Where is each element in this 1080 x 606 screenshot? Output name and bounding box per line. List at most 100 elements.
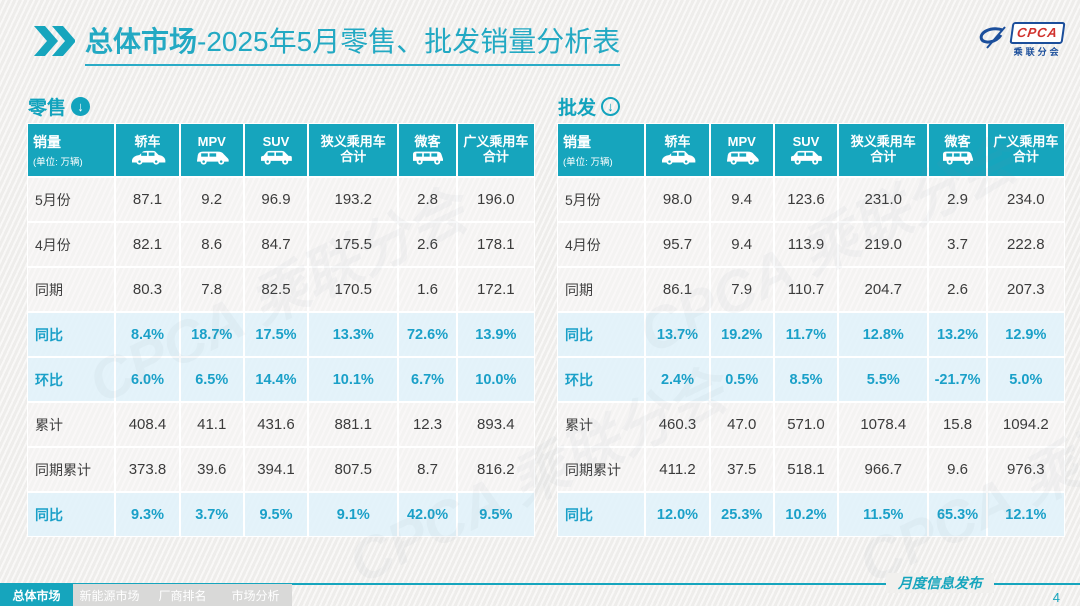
row-label-cell: 5月份 [27,177,116,222]
value-cell: 87.1 [115,177,180,222]
column-header: 微客 [398,123,457,177]
circle-down-arrow-filled-icon [71,96,91,116]
value-cell: 394.1 [243,447,309,492]
column-label: 微客 [414,133,441,149]
column-header: 微客 [928,123,987,177]
header-row: 销量 (单位: 万辆) 轿车 MPV SUV 狭义乘用车 合计 微客 广义乘用车 合计 [557,123,1065,177]
value-cell: 82.5 [243,267,309,312]
value-cell: 1094.2 [986,402,1065,447]
value-cell: 222.8 [986,222,1065,267]
value-cell: 9.5% [456,492,535,537]
column-header: MPV [179,123,244,177]
column-label: SUV [262,133,290,149]
column-header: 狭义乘用车 合计 [308,123,399,177]
column-label: 广义乘用车 [463,134,529,150]
value-cell: 11.7% [773,312,839,357]
footer-tab-新能源市场[interactable]: 新能源市场 [79,588,140,603]
column-header: SUV [243,123,309,177]
value-cell: 411.2 [645,447,710,492]
value-cell: 175.5 [308,222,399,267]
row-label-cell: 同比 [557,492,646,537]
row-label-cell: 同期 [557,267,646,312]
table-row: 环比 2.4% 0.5% 8.5% 5.5% -21.7% 5.0% [557,357,1065,402]
value-cell: 12.9% [986,312,1065,357]
value-cell: 39.6 [179,447,244,492]
cpca-acronym: CPCA [1016,25,1060,40]
value-cell: 13.9% [456,312,535,357]
value-cell: 95.7 [645,222,710,267]
column-label: MPV [197,133,226,149]
footer-tab-市场分析[interactable]: 市场分析 [231,588,280,603]
mpv-icon [181,151,243,166]
table-row: 同期累计 411.2 37.5 518.1 966.7 9.6 976.3 [557,447,1065,492]
value-cell: 9.4 [709,222,774,267]
column-label-line2: 合计 [870,149,897,164]
value-cell: 2.4% [645,357,710,402]
value-cell: 976.3 [986,447,1065,492]
column-header: 广义乘用车 合计 [456,123,535,177]
value-cell: 460.3 [645,402,710,447]
value-cell: 15.8 [928,402,987,447]
value-cell: 113.9 [773,222,839,267]
value-cell: 18.7% [179,312,244,357]
value-cell: 19.2% [709,312,774,357]
sales-label: 销量 [33,134,61,150]
sales-label: 销量 [563,134,591,150]
page-title-bold: 总体市场 [85,26,198,57]
column-label: 狭义乘用车 [320,134,386,150]
value-cell: 6.7% [398,357,457,402]
value-cell: 8.4% [115,312,180,357]
value-cell: 5.0% [986,357,1065,402]
table-row: 4月份 95.7 9.4 113.9 219.0 3.7 222.8 [557,222,1065,267]
column-label: SUV [792,133,820,149]
column-label-line2: 合计 [1012,149,1039,164]
value-cell: 86.1 [645,267,710,312]
microvan-icon [399,151,455,166]
value-cell: 193.2 [308,177,399,222]
row-label-cell: 同比 [27,492,116,537]
value-cell: 12.3 [398,402,457,447]
value-cell: 3.7 [928,222,987,267]
value-cell: 8.6 [179,222,244,267]
row-label-cell: 4月份 [557,222,646,267]
value-cell: 571.0 [773,402,839,447]
value-cell: 11.5% [838,492,929,537]
cpca-chinese-name: 乘联分会 [1013,47,1062,57]
value-cell: 219.0 [838,222,929,267]
row-label-cell: 累计 [27,402,116,447]
column-label: 微客 [944,133,971,149]
footer-tab-总体市场[interactable]: 总体市场 [0,584,73,606]
value-cell: 98.0 [645,177,710,222]
table-row: 同期 80.3 7.8 82.5 170.5 1.6 172.1 [27,267,535,312]
row-label-cell: 环比 [557,357,646,402]
suv-icon [245,151,307,166]
value-cell: 12.1% [986,492,1065,537]
value-cell: 7.9 [709,267,774,312]
value-cell: 80.3 [115,267,180,312]
column-header: 广义乘用车 合计 [986,123,1065,177]
circle-down-arrow-outline-icon [601,96,621,116]
value-cell: 881.1 [308,402,399,447]
table-row: 5月份 98.0 9.4 123.6 231.0 2.9 234.0 [557,177,1065,222]
value-cell: 10.1% [308,357,399,402]
column-header: 轿车 [645,123,710,177]
value-cell: 14.4% [243,357,309,402]
page-number: 4 [1052,590,1060,605]
column-header: SUV [773,123,839,177]
table-row: 累计 460.3 47.0 571.0 1078.4 15.8 1094.2 [557,402,1065,447]
value-cell: 9.3% [115,492,180,537]
value-cell: 234.0 [986,177,1065,222]
value-cell: 408.4 [115,402,180,447]
value-cell: 178.1 [456,222,535,267]
table-row: 同期 86.1 7.9 110.7 204.7 2.6 207.3 [557,267,1065,312]
value-cell: 13.2% [928,312,987,357]
value-cell: 13.3% [308,312,399,357]
value-cell: 196.0 [456,177,535,222]
table-row: 同比 9.3% 3.7% 9.5% 9.1% 42.0% 9.5% [27,492,535,537]
value-cell: 82.1 [115,222,180,267]
value-cell: 373.8 [115,447,180,492]
value-cell: 9.1% [308,492,399,537]
value-cell: 7.8 [179,267,244,312]
footer-tab-厂商排名[interactable]: 厂商排名 [158,588,207,603]
row-label-cell: 同比 [557,312,646,357]
